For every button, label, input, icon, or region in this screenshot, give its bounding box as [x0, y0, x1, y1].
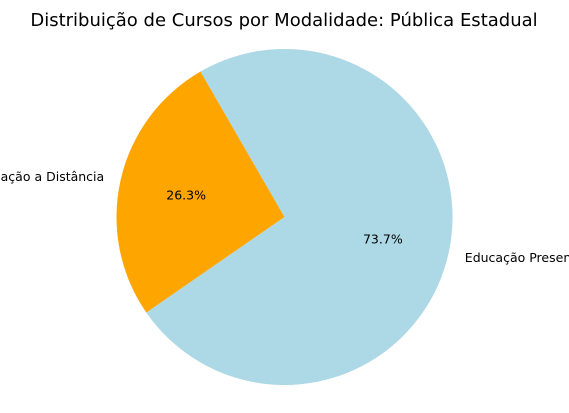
pie-percent-label-educacao-a-distancia: 26.3% [166, 187, 206, 202]
chart-title: Distribuição de Cursos por Modalidade: P… [30, 10, 537, 31]
pie-slices [117, 49, 453, 385]
pie-percent-label-educacao-presencial: 73.7% [363, 232, 403, 247]
pie-slice-label-educacao-presencial: Educação Presencial [465, 250, 569, 265]
pie-slice-label-educacao-a-distancia: Educação a Distância [0, 169, 104, 184]
